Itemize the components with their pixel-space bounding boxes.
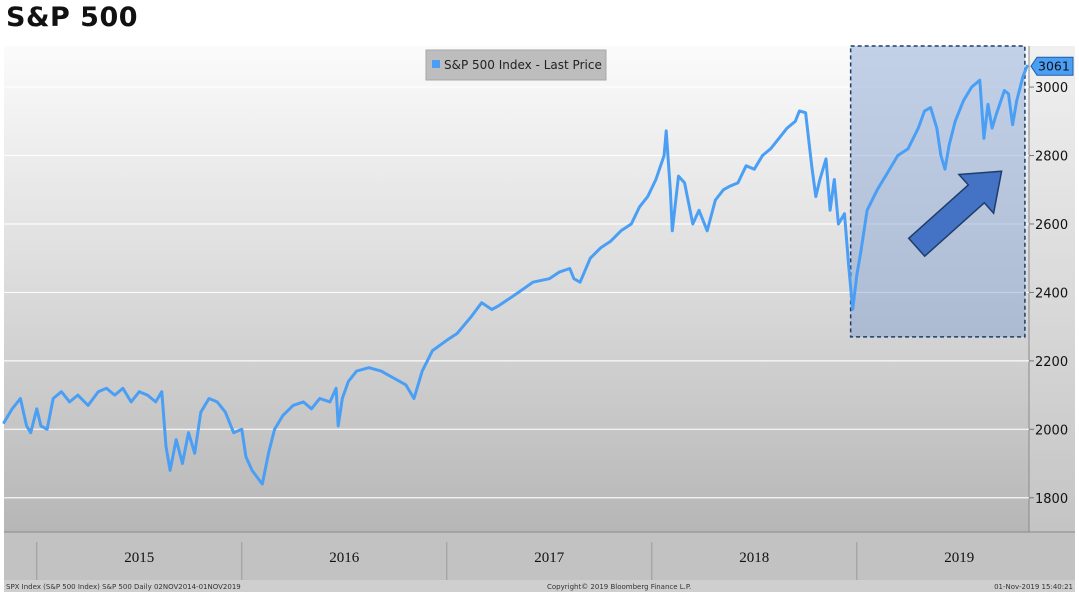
x-axis-ticks: 2015 2016 2017 2018 2019 bbox=[36, 542, 974, 580]
y-tick-label: 2400 bbox=[1035, 286, 1068, 301]
y-tick-label: 2800 bbox=[1035, 150, 1068, 165]
x-tick-label: 2017 bbox=[534, 550, 565, 566]
page-title: S&P 500 bbox=[6, 2, 139, 33]
y-tick-label: 2600 bbox=[1035, 218, 1068, 233]
legend-swatch bbox=[432, 60, 440, 68]
footer-right-text: 01-Nov-2019 15:40:21 bbox=[994, 583, 1073, 591]
x-tick-label: 2018 bbox=[739, 550, 769, 566]
footer-bar bbox=[4, 580, 1075, 592]
x-axis-panel bbox=[4, 532, 1075, 580]
up-arrow-icon bbox=[907, 170, 1003, 258]
legend-label: S&P 500 Index - Last Price bbox=[444, 58, 602, 72]
y-axis-ticks: 1800 2000 2200 2400 2600 2800 3000 bbox=[1029, 81, 1068, 507]
footer-left-text: SPX Index (S&P 500 Index) S&P 500 Daily … bbox=[6, 583, 241, 591]
y-tick-label: 2000 bbox=[1035, 423, 1068, 438]
x-tick-label: 2015 bbox=[124, 550, 154, 566]
legend-box bbox=[425, 49, 607, 81]
x-tick-label: 2016 bbox=[329, 550, 360, 566]
footer-center-text: Copyright© 2019 Bloomberg Finance L.P. bbox=[547, 583, 691, 591]
legend: S&P 500 Index - Last Price bbox=[425, 49, 607, 81]
series-line-sp500 bbox=[2, 64, 1029, 486]
chart-container: 1800 2000 2200 2400 2600 2800 3000 2015 2016 201… bbox=[0, 42, 1079, 599]
up-arrow-shape bbox=[907, 170, 1003, 258]
right-axis-panel bbox=[1029, 46, 1075, 532]
x-tick-label: 2019 bbox=[944, 550, 974, 566]
gridlines bbox=[4, 86, 1029, 499]
last-value-label: 3061 bbox=[1038, 59, 1070, 74]
y-tick-label: 1800 bbox=[1035, 492, 1068, 507]
last-value-marker: 3061 bbox=[1030, 56, 1074, 76]
y-tick-label: 2200 bbox=[1035, 355, 1068, 370]
last-value-tag bbox=[1030, 56, 1074, 76]
y-tick-label: 3000 bbox=[1035, 81, 1068, 96]
